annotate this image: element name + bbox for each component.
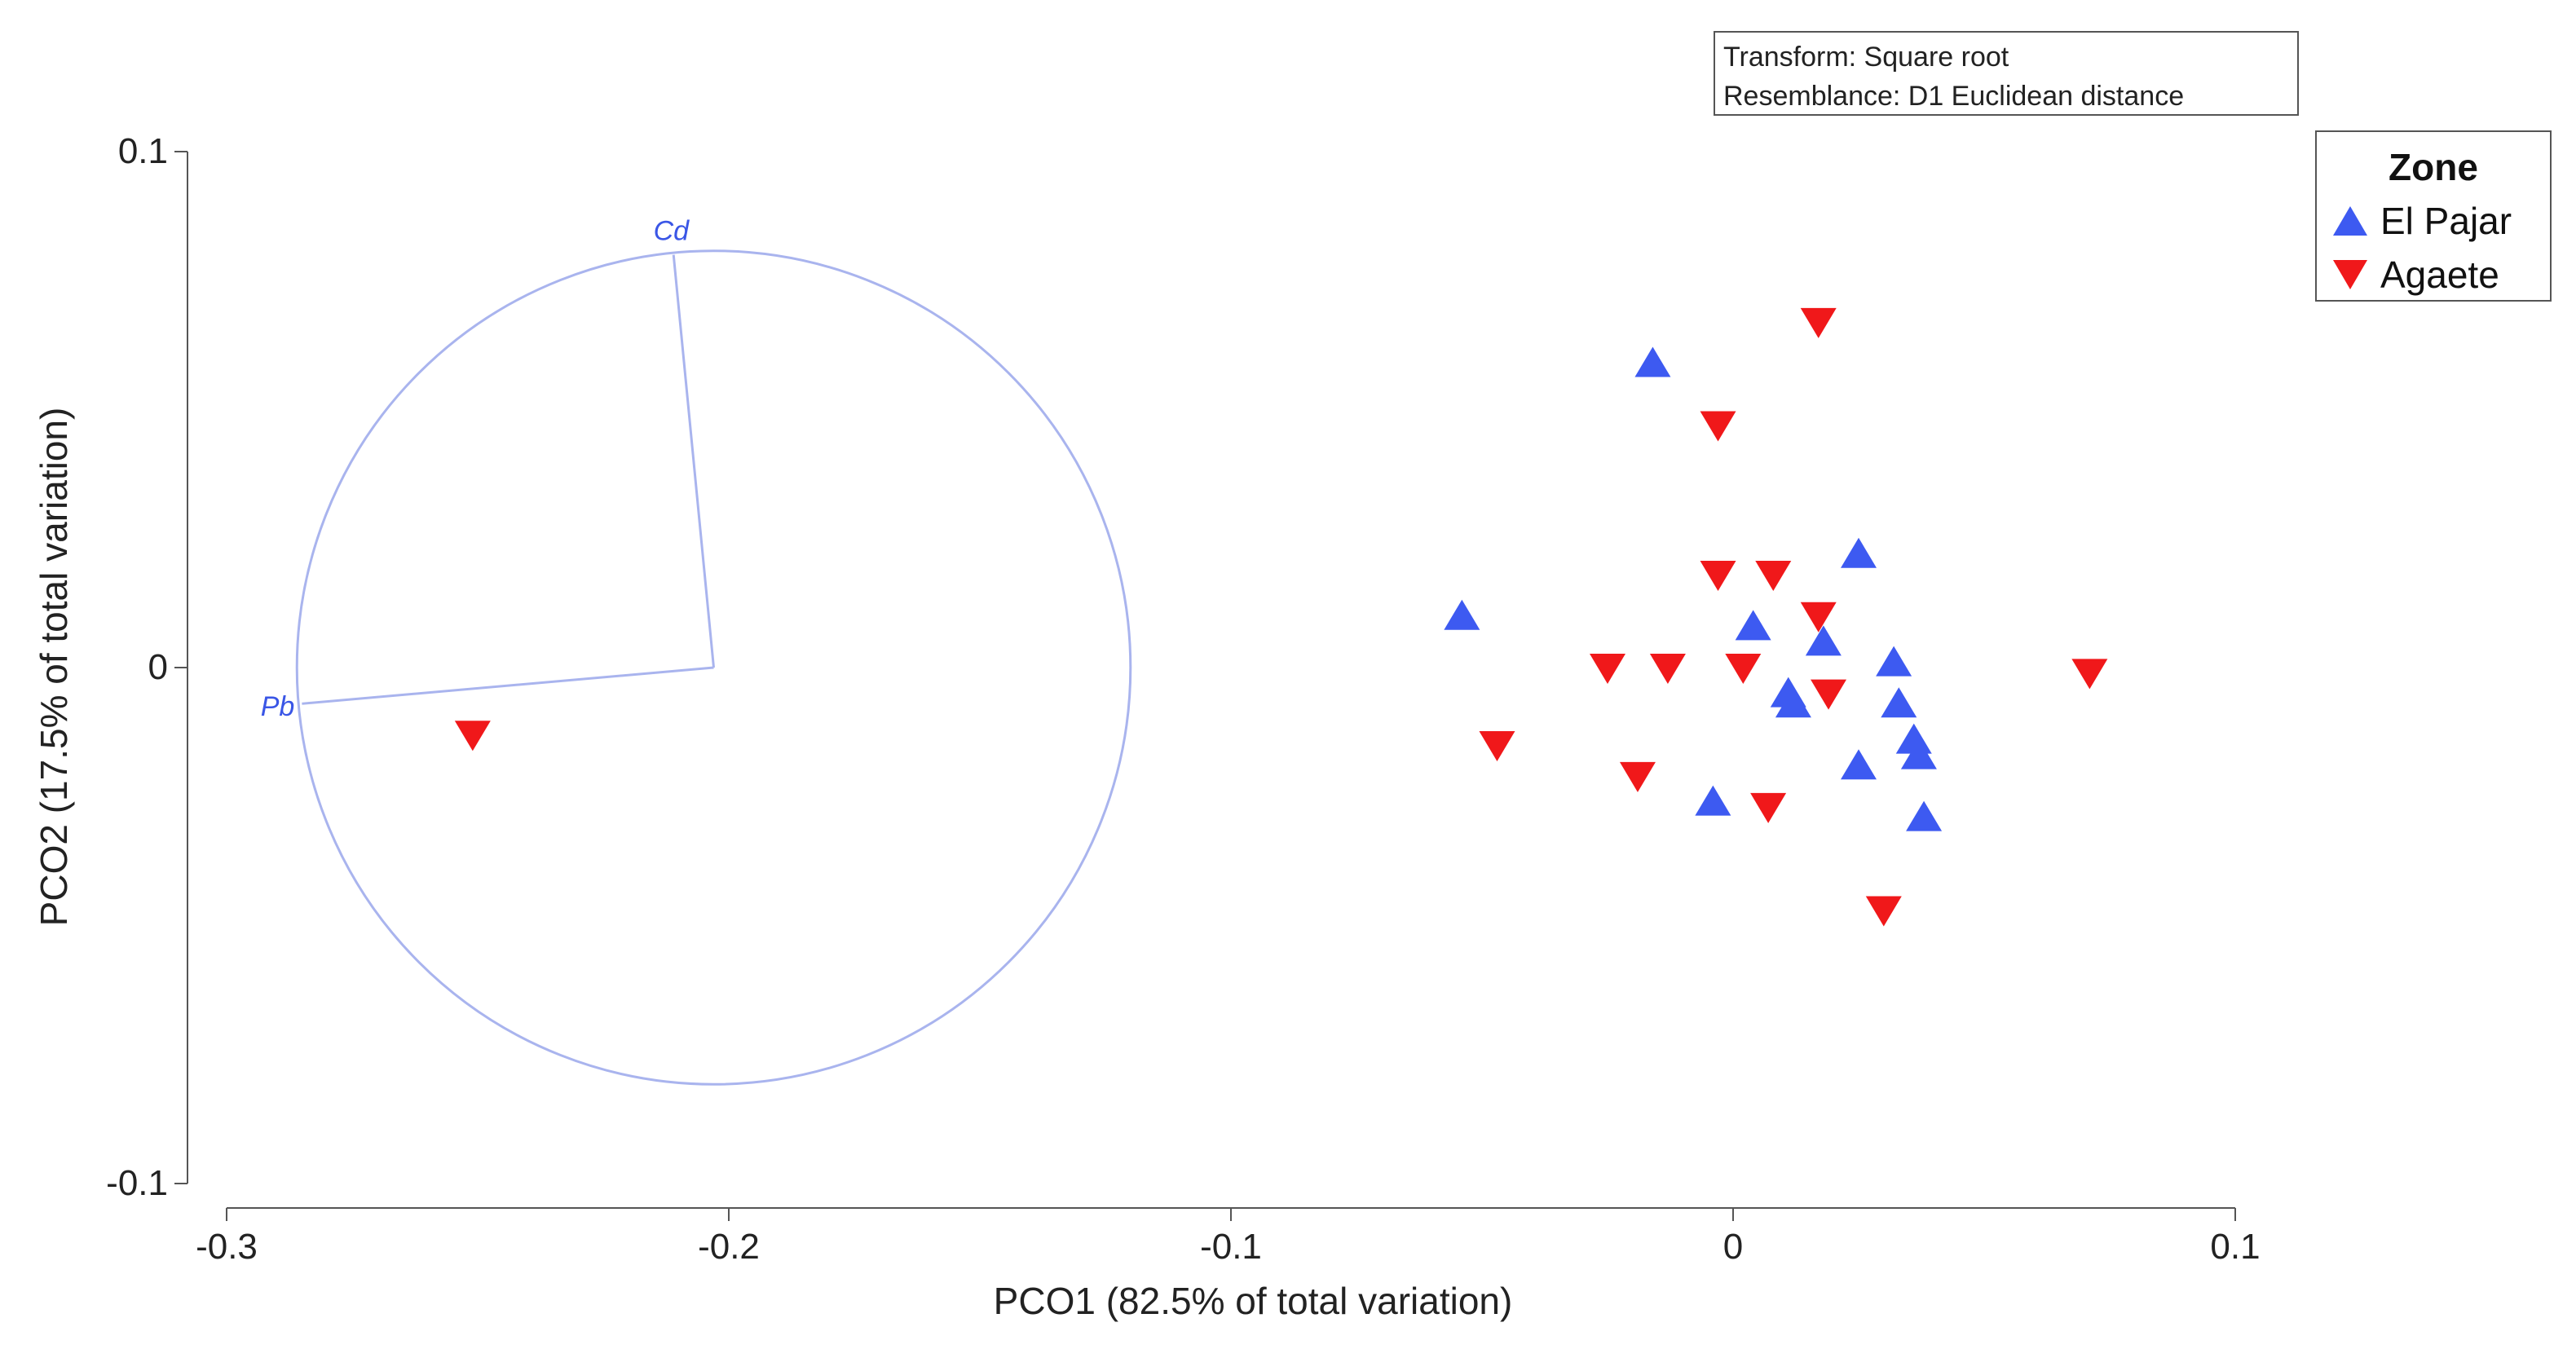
point-el-pajar — [1634, 346, 1671, 377]
vector-cd — [672, 254, 716, 668]
x-axis-label: PCO1 (82.5% of total variation) — [994, 1280, 1513, 1322]
x-tick-label: -0.1 — [1200, 1227, 1262, 1267]
x-tick-label: 0.1 — [2210, 1227, 2260, 1267]
point-el-pajar — [1906, 800, 1943, 831]
point-el-pajar — [1735, 610, 1771, 641]
point-el-pajar — [1900, 738, 1937, 769]
point-el-pajar — [1444, 599, 1480, 630]
triangle-up-icon — [2333, 206, 2367, 236]
point-el-pajar — [1841, 749, 1877, 780]
point-agaete — [1619, 761, 1656, 792]
vector-overlay: Cd Pb — [261, 216, 1132, 1086]
point-agaete — [1800, 307, 1837, 338]
data-points — [454, 307, 2108, 927]
axes: 0.1 0 -0.1 -0.3 -0.2 -0.1 0 0.1 — [106, 131, 2260, 1267]
y-tick-label: 0.1 — [118, 131, 168, 171]
y-axis-label: PCO2 (17.5% of total variation) — [33, 408, 75, 927]
x-tick-label: 0 — [1723, 1227, 1743, 1267]
point-el-pajar — [1876, 646, 1912, 677]
point-agaete — [454, 721, 491, 752]
point-agaete — [1800, 602, 1837, 633]
point-agaete — [1590, 654, 1625, 684]
transform-text: Transform: Square root — [1723, 42, 2009, 73]
x-tick-label: -0.2 — [698, 1227, 760, 1267]
y-tick-label: -0.1 — [106, 1163, 168, 1203]
legend-label-agaete: Agaete — [2380, 253, 2499, 296]
point-agaete — [1479, 730, 1515, 761]
point-agaete — [1649, 654, 1686, 684]
point-agaete — [1700, 411, 1736, 442]
legend-item-agaete: Agaete — [2331, 253, 2499, 297]
point-agaete — [1865, 896, 1902, 927]
transform-info-box: Transform: Square root Resemblance: D1 E… — [1714, 31, 2299, 116]
point-agaete — [1750, 792, 1787, 823]
resemblance-text: Resemblance: D1 Euclidean distance — [1723, 81, 2185, 112]
x-tick-label: -0.3 — [196, 1227, 258, 1267]
point-el-pajar — [1805, 625, 1842, 656]
vector-label-cd: Cd — [654, 216, 690, 247]
legend-label-el-pajar: El Pajar — [2380, 200, 2512, 242]
vector-pb — [302, 666, 714, 705]
point-agaete — [2071, 659, 2108, 690]
y-tick-label: 0 — [148, 647, 168, 687]
point-agaete — [1725, 654, 1762, 684]
point-el-pajar — [1841, 537, 1877, 568]
legend: Zone El Pajar Agaete — [2315, 130, 2552, 302]
point-el-pajar — [1881, 687, 1917, 718]
point-agaete — [1811, 679, 1847, 710]
point-el-pajar — [1775, 687, 1811, 718]
triangle-down-icon — [2333, 260, 2367, 289]
point-el-pajar — [1695, 785, 1731, 816]
correlation-circle — [295, 249, 1132, 1086]
point-agaete — [1700, 561, 1736, 592]
point-agaete — [1755, 561, 1792, 592]
legend-item-el-pajar: El Pajar — [2331, 199, 2512, 243]
vector-label-pb: Pb — [261, 691, 295, 722]
legend-title: Zone — [2389, 146, 2478, 188]
